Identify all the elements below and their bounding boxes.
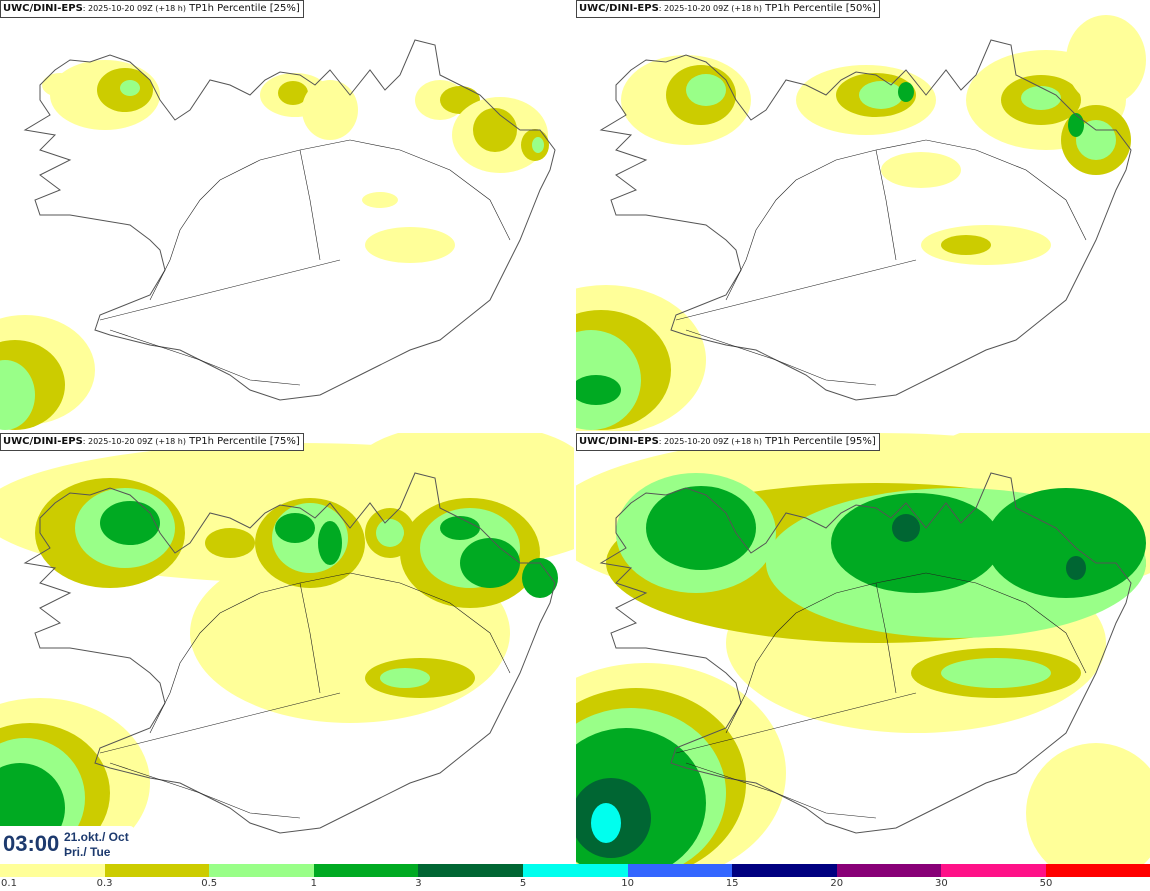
panel-title: UWC/DINI-EPS: 2025-10-20 09Z (+18 h) TP1… [576, 433, 880, 451]
panel-source: UWC/DINI-EPS [3, 436, 83, 447]
color-legend: 0.1 0.3 0.5 1 3 5 10 15 20 30 50 [0, 864, 1150, 891]
panel-title: UWC/DINI-EPS: 2025-10-20 09Z (+18 h) TP1… [0, 433, 304, 451]
valid-time: 03:00 [3, 831, 60, 856]
legend-swatch [1046, 864, 1150, 877]
legend-label: 20 [830, 878, 844, 889]
legend-swatch [313, 864, 419, 877]
legend-label: 30 [935, 878, 948, 889]
panel-variable: TP1h Percentile [50%] [761, 3, 876, 14]
valid-time-box: 03:00 21.okt./ Oct Þri./ Tue [0, 826, 134, 864]
map-panel-p75: UWC/DINI-EPS: 2025-10-20 09Z (+18 h) TP1… [0, 433, 574, 864]
road-network [675, 572, 1087, 819]
panel-source: UWC/DINI-EPS [579, 3, 659, 14]
legend-swatch [523, 864, 628, 877]
legend-label: 1 [310, 878, 317, 889]
legend-label: 0.5 [201, 878, 218, 889]
iceland-coastline [23, 472, 556, 834]
legend-swatch [732, 864, 837, 877]
precip-field [0, 60, 549, 430]
map-panel-p50: UWC/DINI-EPS: 2025-10-20 09Z (+18 h) TP1… [576, 0, 1150, 431]
legend-swatch [418, 864, 523, 877]
legend-swatch [941, 864, 1046, 877]
valid-date-line1: 21.okt./ Oct [64, 830, 129, 844]
precip-field [576, 433, 1150, 864]
panel-source: UWC/DINI-EPS [3, 3, 83, 14]
map-panel-p95: UWC/DINI-EPS: 2025-10-20 09Z (+18 h) TP1… [576, 433, 1150, 864]
legend-swatch [209, 864, 314, 877]
panel-run-time: : 2025-10-20 09Z (+18 h) [658, 4, 762, 13]
legend-bar [0, 864, 1150, 877]
legend-label: 5 [519, 878, 527, 889]
precip-field [0, 433, 574, 864]
panel-divider-horizontal [0, 431, 1150, 433]
valid-date-line2: Þri./ Tue [64, 845, 111, 859]
road-network [675, 139, 1087, 386]
panel-title: UWC/DINI-EPS: 2025-10-20 09Z (+18 h) TP1… [0, 0, 304, 18]
iceland-coastline [599, 472, 1132, 834]
precip-map-p95 [576, 433, 1150, 864]
map-panel-p25: UWC/DINI-EPS: 2025-10-20 09Z (+18 h) TP1… [0, 0, 574, 431]
legend-swatch [627, 864, 733, 877]
panel-run-time: : 2025-10-20 09Z (+18 h) [82, 4, 186, 13]
iceland-coastline [599, 39, 1132, 401]
legend-label: 0.3 [96, 878, 113, 889]
legend-swatch [836, 864, 942, 877]
precip-map-p50 [576, 15, 1146, 431]
road-network [99, 139, 511, 386]
precip-map-p75 [0, 433, 574, 864]
panel-variable: TP1h Percentile [95%] [761, 436, 876, 447]
precip-field [576, 15, 1146, 431]
iceland-coastline [23, 39, 556, 401]
legend-swatch [104, 864, 210, 877]
panel-variable: TP1h Percentile [75%] [185, 436, 300, 447]
legend-label: 50 [1039, 878, 1053, 889]
valid-date: 21.okt./ Oct Þri./ Tue [64, 830, 129, 860]
legend-label: 3 [415, 878, 422, 889]
legend-label: 10 [621, 878, 634, 889]
legend-label: 0.1 [1, 878, 17, 889]
panel-variable: TP1h Percentile [25%] [185, 3, 300, 14]
road-network [99, 572, 511, 819]
legend-label: 15 [725, 878, 739, 889]
precip-map-p25 [0, 39, 556, 430]
legend-swatch [0, 864, 105, 877]
panel-run-time: : 2025-10-20 09Z (+18 h) [82, 437, 186, 446]
panel-run-time: : 2025-10-20 09Z (+18 h) [658, 437, 762, 446]
panel-title: UWC/DINI-EPS: 2025-10-20 09Z (+18 h) TP1… [576, 0, 880, 18]
panel-source: UWC/DINI-EPS [579, 436, 659, 447]
